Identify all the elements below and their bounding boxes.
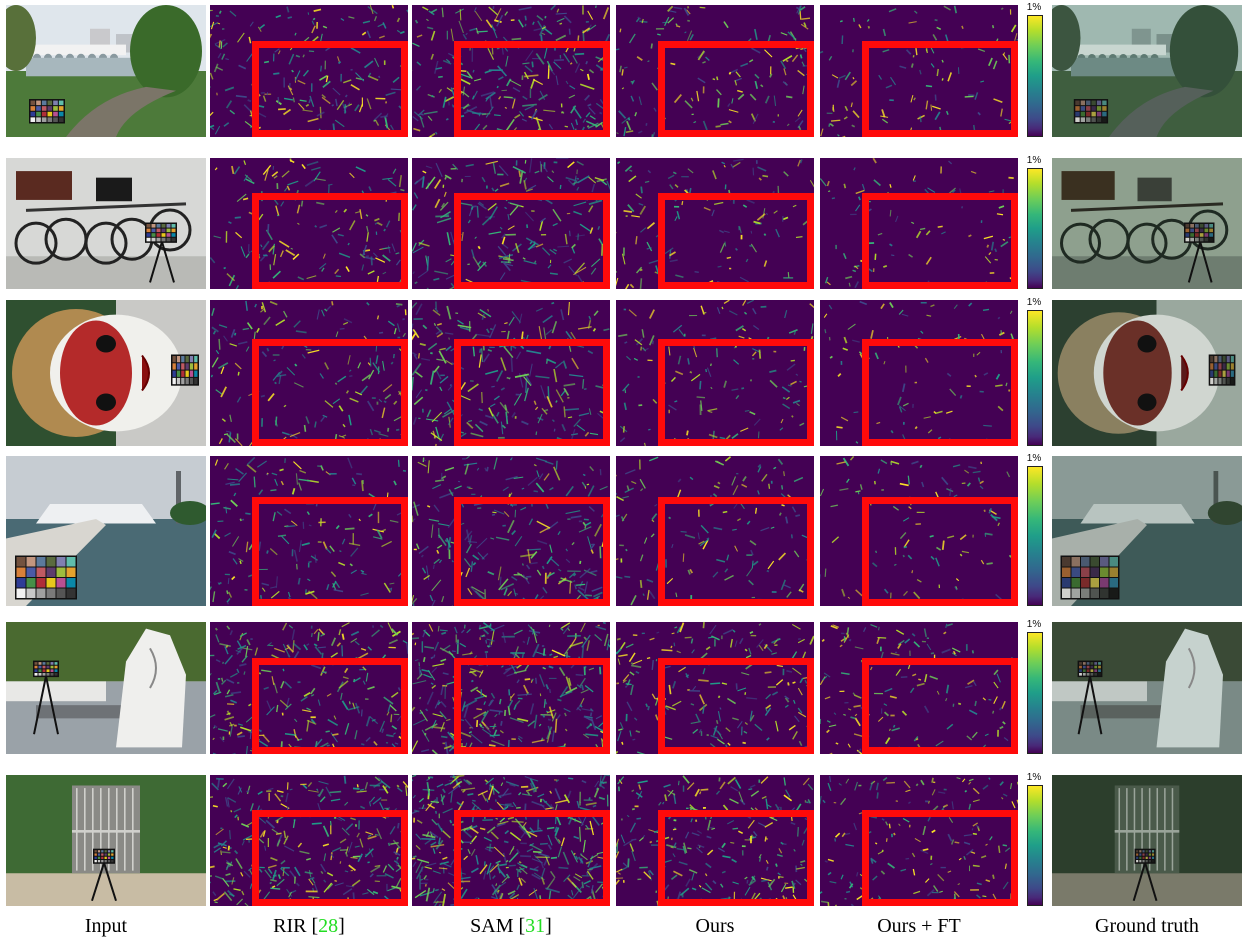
input-image-mask-sculpture bbox=[6, 300, 206, 446]
ground-truth-image-mask-sculpture bbox=[1052, 300, 1242, 446]
input-image-bicycles bbox=[6, 158, 206, 289]
colorbar-max-label: 1% bbox=[1026, 772, 1042, 783]
error-map-ours-ft-garden-gate bbox=[820, 775, 1018, 906]
input-image-white-sculpture bbox=[6, 622, 206, 754]
column-label: Ours bbox=[695, 915, 735, 937]
error-map-sam-bridge-park bbox=[412, 5, 610, 137]
ground-truth-image-bridge-park bbox=[1052, 5, 1242, 137]
input-image-bridge-park bbox=[6, 5, 206, 137]
colorbar bbox=[1027, 632, 1043, 754]
error-map-ours-bridge-park bbox=[616, 5, 814, 137]
column-label: SAM [31] bbox=[470, 915, 552, 937]
colorbar bbox=[1027, 310, 1043, 446]
colorbar-max-label: 1% bbox=[1026, 453, 1042, 464]
error-map-rir-mask-sculpture bbox=[210, 300, 408, 446]
error-map-rir-garden-gate bbox=[210, 775, 408, 906]
column-label: RIR [28] bbox=[273, 915, 345, 937]
colorbar-max-label: 1% bbox=[1026, 2, 1042, 13]
error-map-sam-white-sculpture bbox=[412, 622, 610, 754]
error-map-ours-cruise-ship bbox=[616, 456, 814, 606]
input-image-cruise-ship bbox=[6, 456, 206, 606]
error-map-ours-mask-sculpture bbox=[616, 300, 814, 446]
error-map-ours-bicycles bbox=[616, 158, 814, 289]
citation-link[interactable]: 28 bbox=[318, 915, 339, 937]
error-map-ours-ft-mask-sculpture bbox=[820, 300, 1018, 446]
ground-truth-image-cruise-ship bbox=[1052, 456, 1242, 606]
error-map-rir-cruise-ship bbox=[210, 456, 408, 606]
error-map-rir-white-sculpture bbox=[210, 622, 408, 754]
error-map-ours-ft-white-sculpture bbox=[820, 622, 1018, 754]
error-map-ours-ft-bicycles bbox=[820, 158, 1018, 289]
column-label: Input bbox=[84, 915, 128, 937]
ground-truth-image-garden-gate bbox=[1052, 775, 1242, 906]
error-map-rir-bridge-park bbox=[210, 5, 408, 137]
colorbar-max-label: 1% bbox=[1026, 297, 1042, 308]
error-map-rir-bicycles bbox=[210, 158, 408, 289]
colorbar-max-label: 1% bbox=[1026, 619, 1042, 630]
ground-truth-image-bicycles bbox=[1052, 158, 1242, 289]
error-map-sam-garden-gate bbox=[412, 775, 610, 906]
colorbar bbox=[1027, 15, 1043, 137]
error-map-ours-ft-bridge-park bbox=[820, 5, 1018, 137]
error-map-sam-bicycles bbox=[412, 158, 610, 289]
error-map-sam-mask-sculpture bbox=[412, 300, 610, 446]
column-label: Ground truth bbox=[1095, 915, 1199, 937]
citation-link[interactable]: 31 bbox=[525, 915, 546, 937]
ground-truth-image-white-sculpture bbox=[1052, 622, 1242, 754]
input-image-garden-gate bbox=[6, 775, 206, 906]
error-map-ours-white-sculpture bbox=[616, 622, 814, 754]
colorbar bbox=[1027, 168, 1043, 289]
error-map-sam-cruise-ship bbox=[412, 456, 610, 606]
error-map-ours-garden-gate bbox=[616, 775, 814, 906]
error-map-ours-ft-cruise-ship bbox=[820, 456, 1018, 606]
colorbar bbox=[1027, 785, 1043, 906]
column-label: Ours + FT bbox=[877, 915, 961, 937]
colorbar-max-label: 1% bbox=[1026, 155, 1042, 166]
colorbar bbox=[1027, 466, 1043, 606]
